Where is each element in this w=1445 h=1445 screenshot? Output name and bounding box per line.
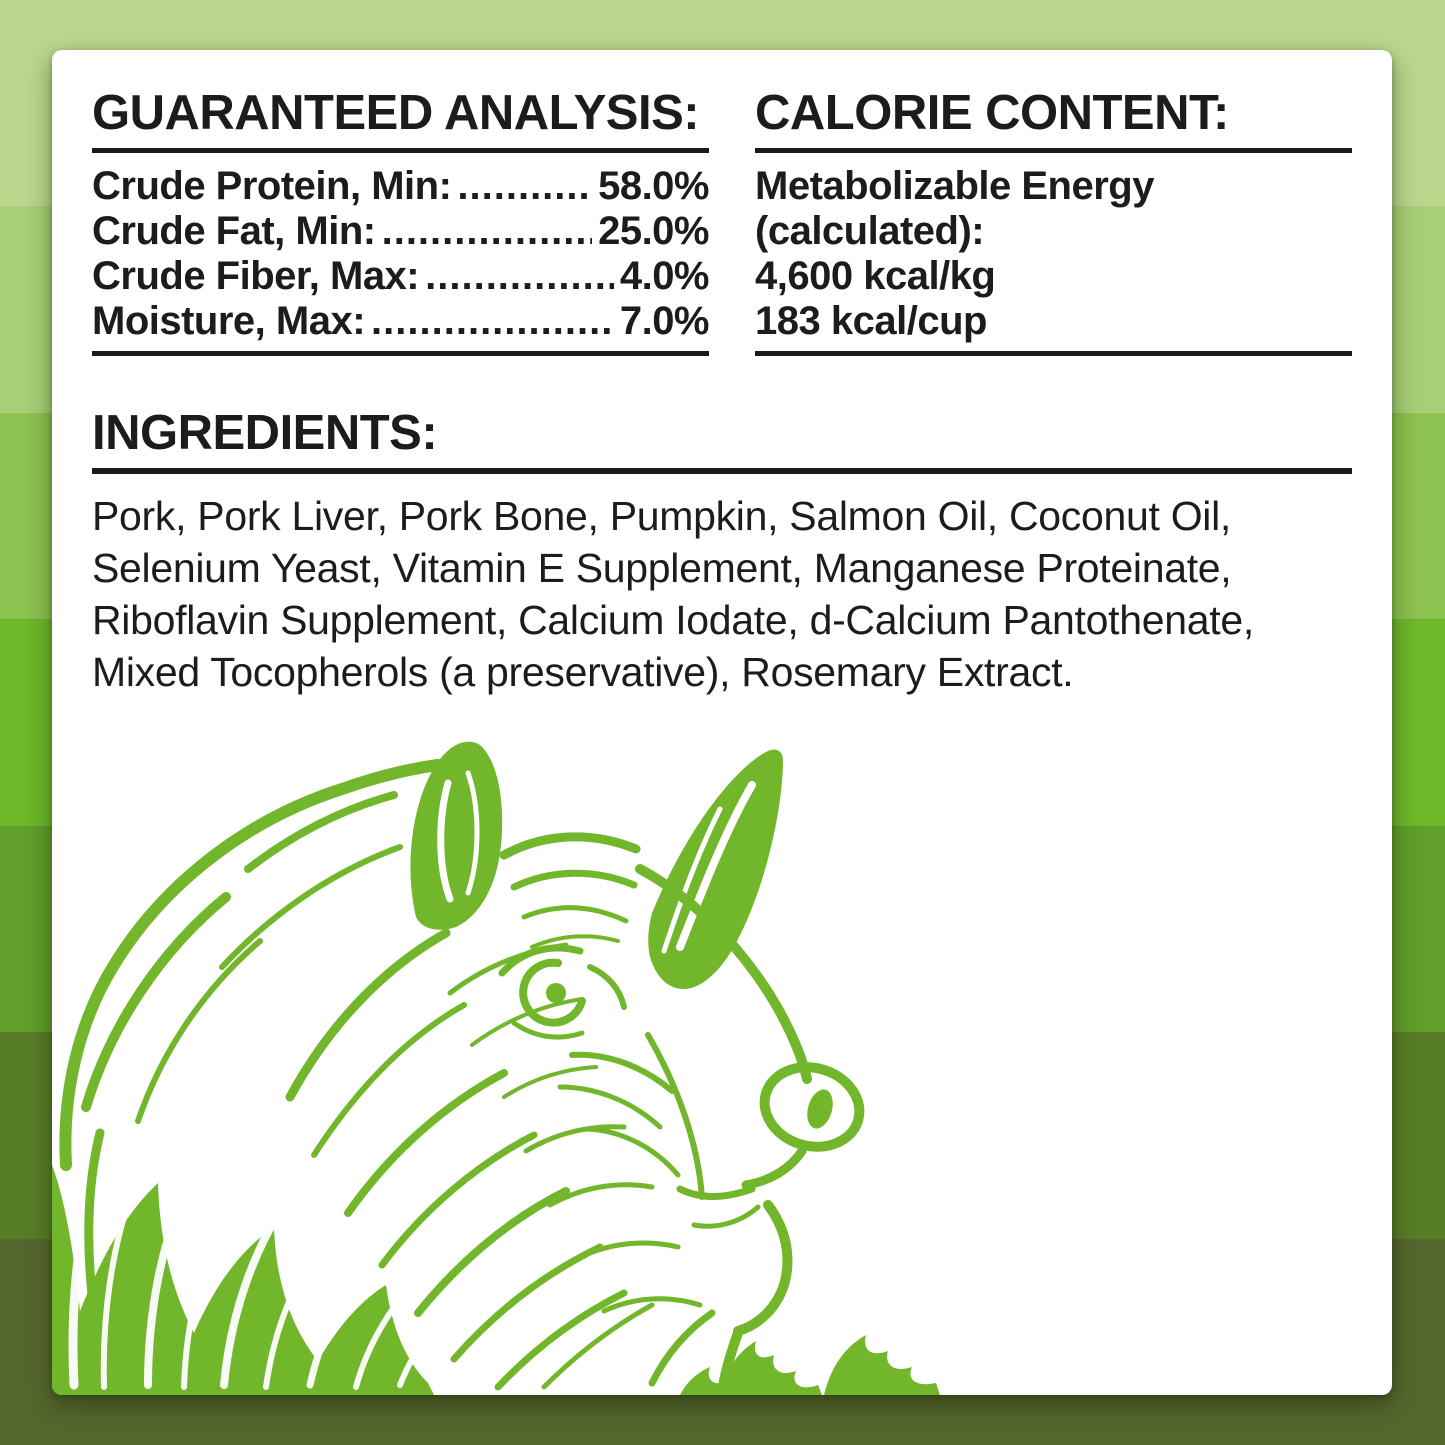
label-card: GUARANTEED ANALYSIS: Crude Protein, Min:… — [52, 50, 1392, 1395]
calorie-line: 183 kcal/cup — [755, 299, 987, 343]
leader-dots: ........................................… — [371, 299, 614, 343]
pig-illustration — [52, 741, 940, 1395]
guaranteed-analysis-title: GUARANTEED ANALYSIS: — [92, 86, 700, 140]
title-rule — [92, 148, 709, 153]
ingredients-text: Pork, Pork Liver, Pork Bone, Pumpkin, Sa… — [92, 493, 1254, 695]
analysis-row: Crude Protein, Min: ....................… — [92, 164, 709, 209]
analysis-value: 25.0% — [598, 209, 709, 253]
analysis-label: Moisture, Max: — [92, 299, 366, 343]
analysis-label: Crude Fat, Min: — [92, 209, 376, 253]
label-content: GUARANTEED ANALYSIS: Crude Protein, Min:… — [52, 50, 1392, 698]
pig-outline — [59, 759, 444, 1300]
ingredients-title: INGREDIENTS: — [92, 406, 438, 460]
analysis-rows: Crude Protein, Min: ....................… — [92, 164, 710, 344]
calorie-content-section: CALORIE CONTENT: Metabolizable Energy (c… — [755, 86, 1352, 356]
analysis-value: 7.0% — [619, 299, 710, 343]
analysis-value: 58.0% — [598, 164, 709, 208]
title-rule — [92, 468, 1352, 474]
analysis-row: Crude Fiber, Max: ......................… — [92, 254, 710, 299]
pig-ear-left — [410, 741, 503, 930]
pig-grass-tufts — [680, 1335, 940, 1395]
analysis-label: Crude Fiber, Max: — [92, 254, 420, 298]
section-bottom-rule — [755, 351, 1352, 356]
pig-snout — [557, 864, 812, 1200]
leader-dots: ........................................… — [457, 164, 592, 208]
analysis-value: 4.0% — [619, 254, 710, 298]
guaranteed-analysis-section: GUARANTEED ANALYSIS: Crude Protein, Min:… — [92, 86, 710, 356]
pig-nose — [759, 1062, 865, 1152]
pig-mouth — [648, 1146, 807, 1395]
calorie-lines: Metabolizable Energy (calculated): 4,600… — [755, 164, 1352, 344]
pig-fur-texture — [285, 928, 703, 1391]
calorie-content-title: CALORIE CONTENT: — [755, 86, 1229, 140]
leader-dots: ........................................… — [381, 209, 592, 253]
pig-forehead — [499, 832, 641, 949]
analysis-row: Crude Fat, Min: ........................… — [92, 209, 709, 254]
calorie-line: Metabolizable Energy — [755, 164, 1154, 208]
calorie-line: 4,600 kcal/kg — [755, 254, 996, 298]
calorie-line: (calculated): — [755, 209, 985, 253]
pig-eye — [498, 944, 627, 1040]
title-rule — [755, 148, 1352, 153]
section-bottom-rule — [92, 351, 709, 356]
pig-ear-right — [648, 749, 783, 989]
leader-dots: ........................................… — [425, 254, 614, 298]
analysis-label: Crude Protein, Min: — [92, 164, 452, 208]
analysis-row: Moisture, Max: .........................… — [92, 299, 710, 344]
ingredients-section: INGREDIENTS: Pork, Pork Liver, Pork Bone… — [92, 406, 1352, 698]
